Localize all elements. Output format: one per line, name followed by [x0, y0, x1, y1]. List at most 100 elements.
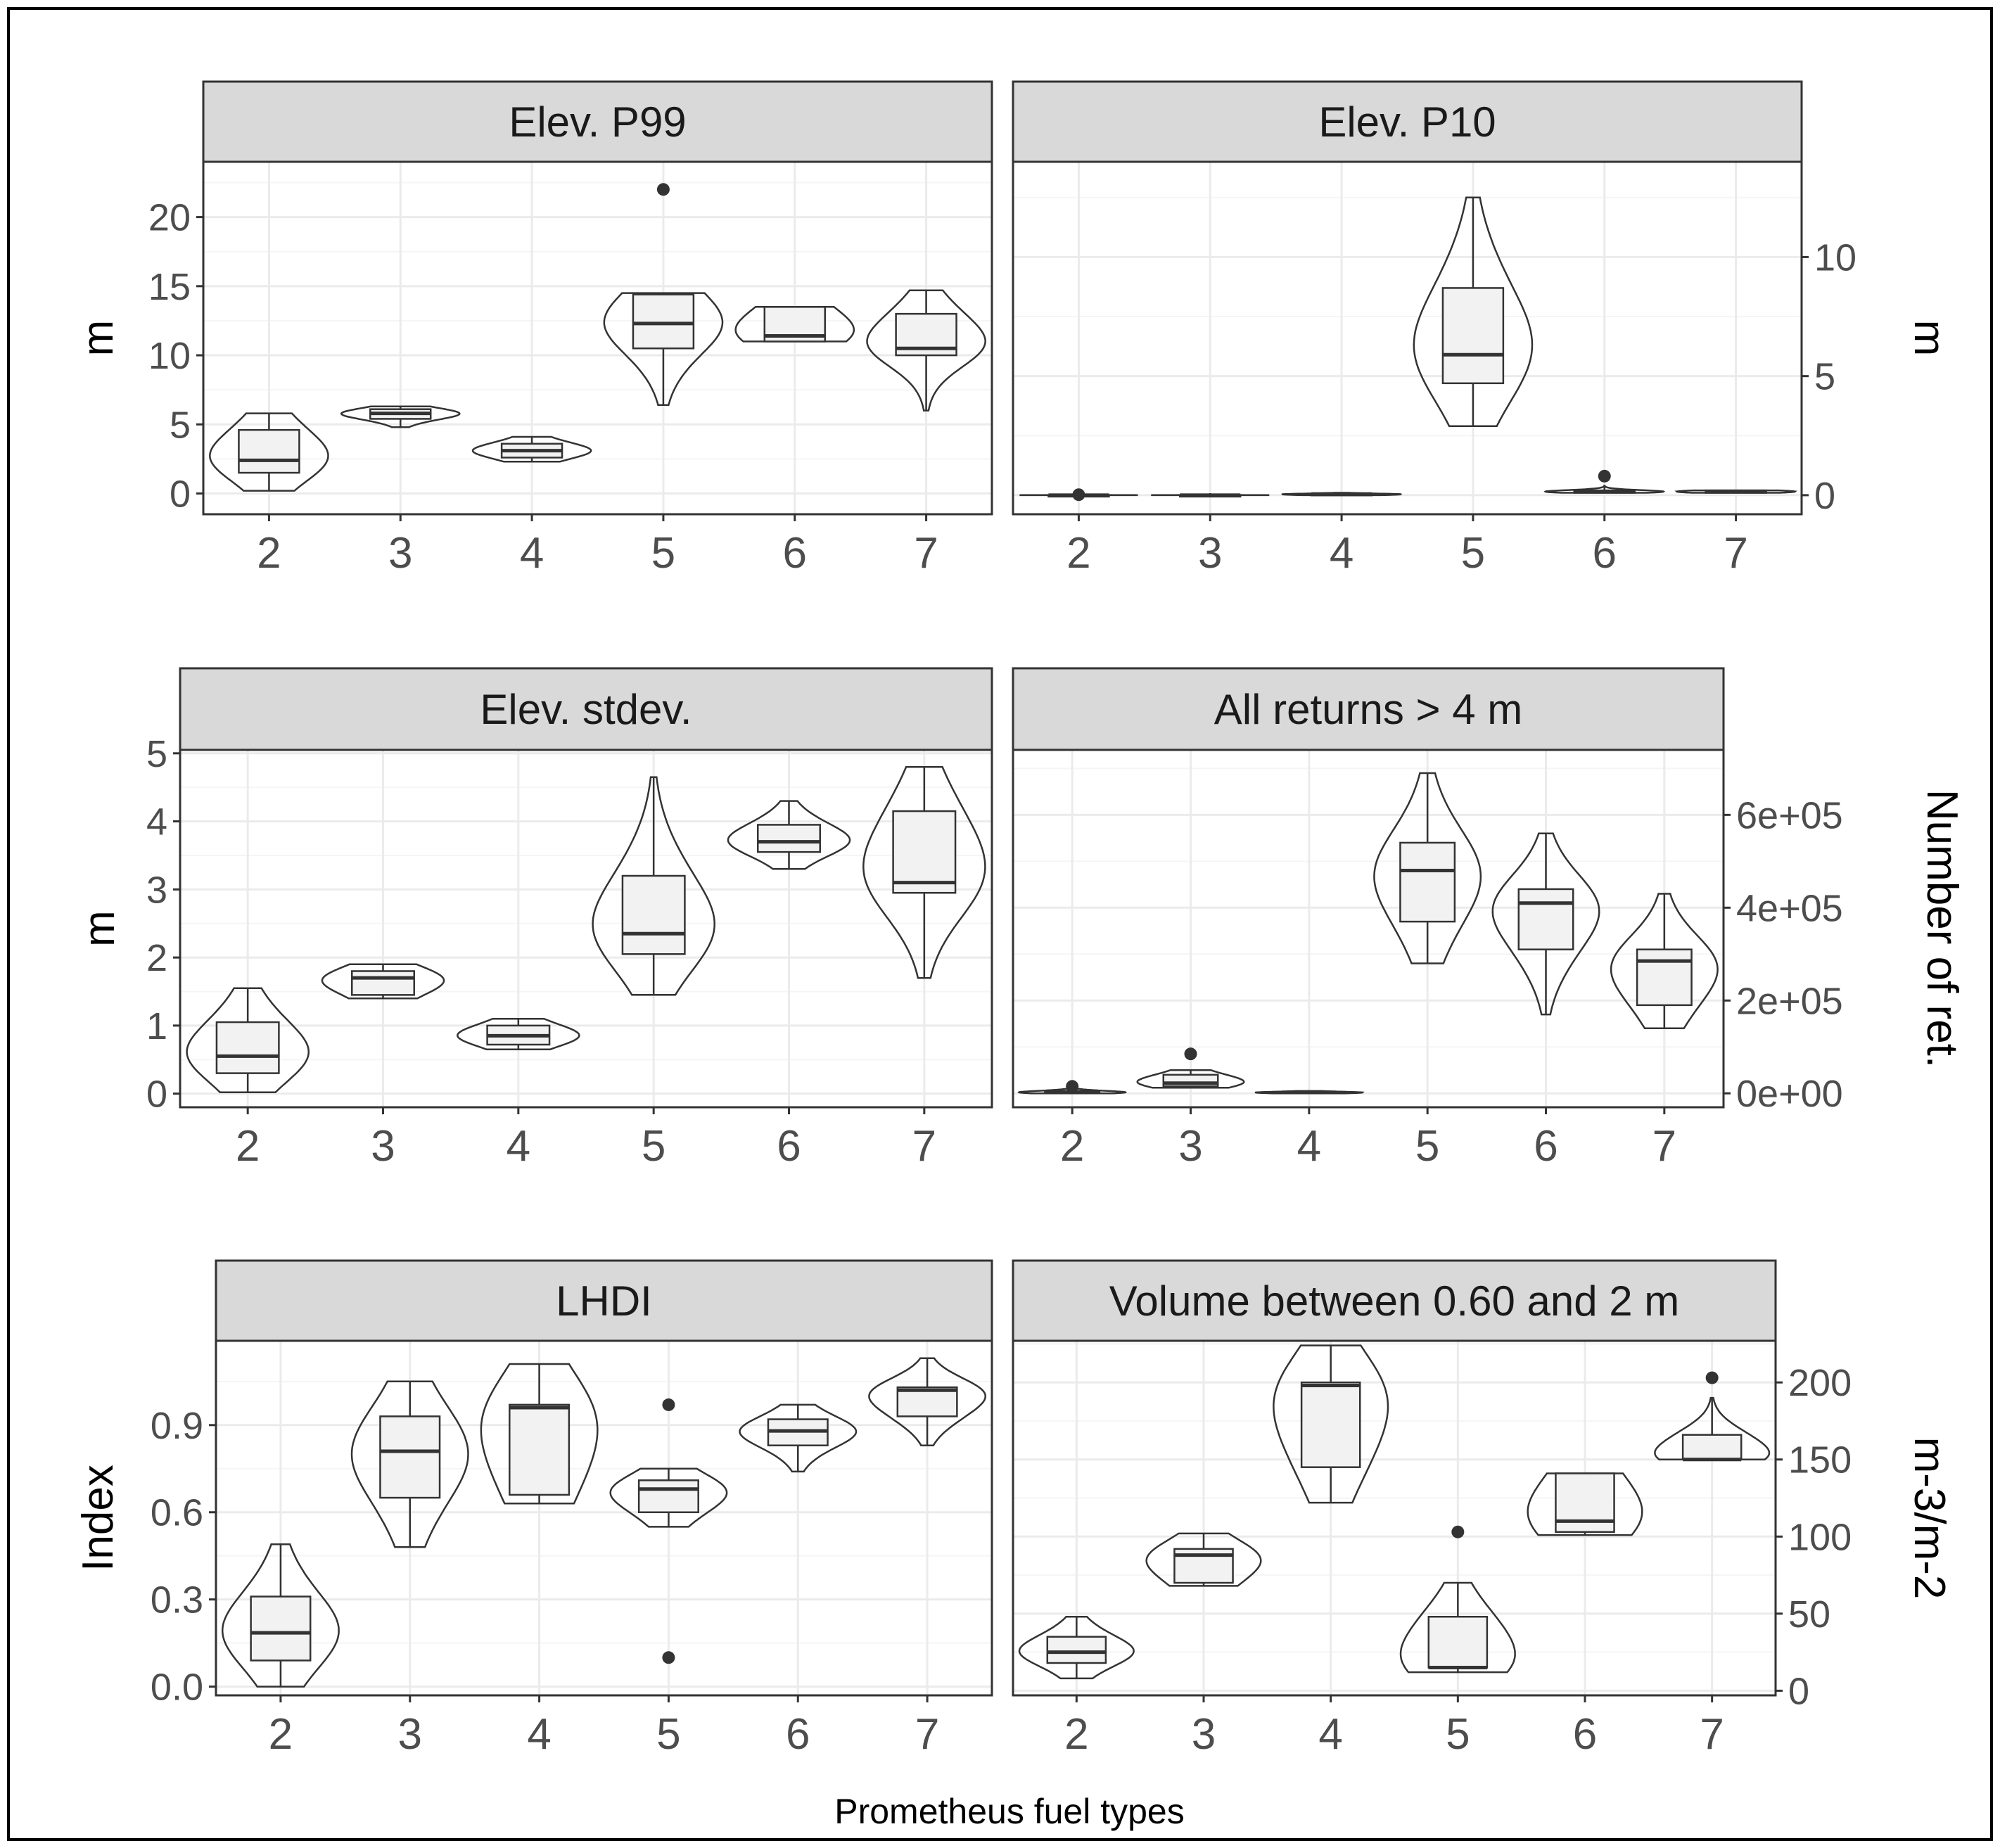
y-axis-title: Number of ret.: [1918, 789, 1966, 1068]
x-tick-label: 4: [1318, 1710, 1342, 1759]
violin-shape: [1491, 832, 1600, 1016]
violin-shape: [1399, 1581, 1516, 1674]
violin-shape: [221, 1543, 340, 1688]
box-iqr: [509, 1403, 571, 1496]
y-tick-label: 0: [1814, 475, 1835, 517]
strip-title: All returns > 4 m: [1214, 686, 1523, 733]
y-tick-label: 100: [1788, 1516, 1852, 1558]
y-tick-label: 0: [1788, 1670, 1809, 1712]
strip-header: [202, 80, 993, 163]
group-5: [603, 183, 724, 407]
panel-1: Elev. P99 2 3 4 5 6 7 0 5 10 15 20 m: [74, 80, 993, 578]
violin-shape: [603, 292, 724, 407]
outlier-point: [662, 1398, 675, 1411]
box-iqr: [1399, 841, 1456, 923]
panel-background: [1013, 1341, 1776, 1695]
y-tick-label: 0.0: [151, 1667, 203, 1709]
box-iqr: [250, 1595, 312, 1662]
y-tick-label: 5: [146, 733, 167, 775]
strip-title: Elev. stdev.: [480, 686, 692, 733]
panel-background: [203, 162, 992, 514]
violin-shape: [480, 1363, 599, 1505]
x-tick-label: 4: [1330, 529, 1353, 578]
y-tick-label: 5: [170, 404, 191, 446]
group-3: [321, 963, 445, 1000]
box-iqr: [379, 1415, 441, 1499]
y-tick-label: 1: [146, 1005, 167, 1047]
violin-shape: [1610, 893, 1719, 1030]
y-axis-title: m: [1905, 320, 1954, 357]
group-4: [480, 1363, 599, 1505]
outlier-point: [1066, 1080, 1079, 1093]
box-iqr: [1300, 1381, 1361, 1468]
x-tick-label: 7: [1652, 1122, 1676, 1171]
violin-shape: [1527, 1472, 1643, 1536]
group-6: [734, 306, 855, 343]
x-tick-label: 2: [1066, 529, 1090, 578]
box-iqr: [215, 1021, 280, 1074]
box-iqr: [1681, 1434, 1743, 1460]
violin-shape: [350, 1380, 469, 1548]
outlier-point: [662, 1651, 675, 1664]
panel-3: Elev. stdev. 2 3 4 5 6 7 0 1 2 3 4 5 m: [75, 667, 993, 1171]
y-tick-label: 150: [1788, 1439, 1852, 1481]
y-axis-title: m-3/m-2: [1905, 1437, 1954, 1600]
outlier-point: [1072, 488, 1085, 502]
x-tick-label: 7: [912, 1122, 936, 1171]
x-tick-label: 5: [651, 529, 675, 578]
y-tick-label: 0: [170, 473, 191, 516]
panel-background: [216, 1341, 992, 1695]
violin-shape: [457, 1017, 580, 1051]
y-tick-label: 6e+05: [1736, 794, 1843, 836]
group-4: [1254, 1090, 1365, 1095]
group-2: [209, 412, 329, 492]
violin-shape: [866, 289, 986, 412]
violin-shape: [1373, 772, 1482, 964]
x-tick-label: 3: [371, 1122, 395, 1171]
x-tick-label: 3: [388, 529, 412, 578]
box-iqr: [632, 293, 695, 350]
y-axis-title: m: [74, 320, 122, 357]
group-2: [221, 1543, 340, 1688]
violin-shape: [1018, 1615, 1135, 1680]
x-tick-label: 3: [1198, 529, 1222, 578]
x-tick-label: 7: [1700, 1710, 1724, 1759]
group-7: [1654, 1371, 1771, 1462]
box-iqr: [637, 1479, 699, 1513]
box-iqr: [1427, 1615, 1489, 1669]
y-tick-label: 0e+00: [1736, 1073, 1843, 1115]
x-axis-caption: Prometheus fuel types: [834, 1792, 1185, 1831]
strip-header: [1012, 1259, 1777, 1342]
x-tick-label: 4: [527, 1710, 551, 1759]
group-7: [1610, 893, 1719, 1030]
violin-shape: [471, 435, 592, 463]
box-iqr: [621, 874, 686, 955]
y-axis-title: Index: [74, 1465, 122, 1572]
box-iqr: [892, 810, 957, 894]
y-axis-title: m: [75, 910, 124, 947]
x-tick-label: 5: [1446, 1710, 1470, 1759]
group-2: [186, 987, 310, 1093]
panel-2: Elev. P10 2 3 4 5 6 7 0 5 10 m: [1012, 80, 1954, 578]
violin-shape: [340, 405, 461, 428]
violin-shape: [1273, 1344, 1389, 1504]
strip-title: LHDI: [556, 1277, 652, 1325]
x-tick-label: 4: [520, 529, 544, 578]
x-tick-label: 5: [1461, 529, 1485, 578]
group-2: [1018, 1615, 1135, 1680]
panel-background: [1013, 162, 1802, 514]
group-2: [1019, 488, 1138, 502]
y-tick-label: 0.6: [151, 1492, 203, 1534]
strip-header: [1012, 80, 1803, 163]
group-4: [1273, 1344, 1389, 1504]
x-tick-label: 2: [257, 529, 281, 578]
x-tick-label: 2: [236, 1122, 260, 1171]
group-6: [727, 800, 851, 870]
group-6: [1527, 1472, 1643, 1536]
x-tick-label: 7: [1724, 529, 1747, 578]
violin-shape: [186, 987, 310, 1093]
panel-5: LHDI 2 3 4 5 6 7 0.0 0.3 0.6 0.9 Index: [74, 1259, 993, 1759]
y-tick-label: 4: [146, 801, 167, 843]
group-5: [609, 1398, 728, 1664]
y-tick-label: 10: [148, 335, 191, 377]
